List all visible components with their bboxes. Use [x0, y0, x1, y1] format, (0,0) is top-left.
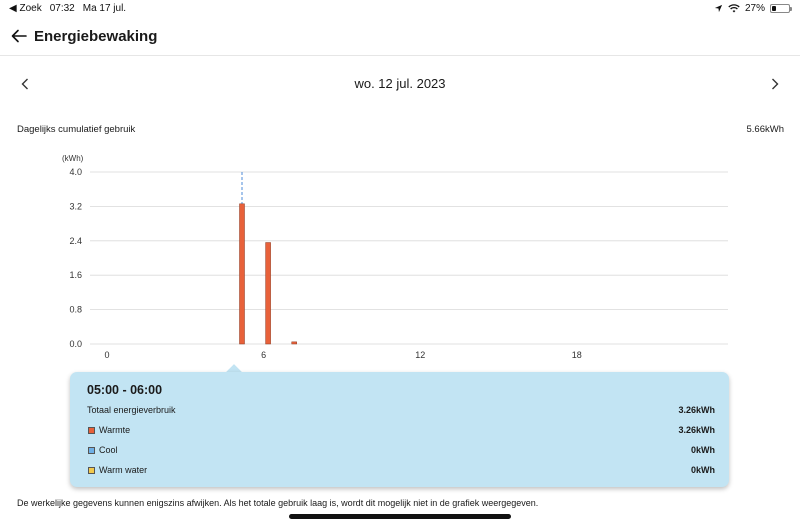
battery-percent: 27%: [744, 3, 765, 14]
y-tick-label: 0.8: [69, 305, 82, 315]
selected-date: wo. 12 jul. 2023: [354, 76, 446, 91]
chevron-right-icon[interactable]: [768, 76, 782, 92]
date-navigation: wo. 12 jul. 2023: [0, 74, 800, 94]
hour-detail-tooltip: 05:00 - 06:00 Totaal energieverbruik 3.2…: [70, 372, 729, 487]
x-tick-label: 12: [415, 350, 425, 360]
x-tick-label: 18: [572, 350, 582, 360]
tooltip-item-warmte: Warmte 3.26kWh: [87, 424, 715, 438]
cumulative-usage-label: Dagelijks cumulatief gebruik: [17, 124, 136, 135]
wifi-icon: [728, 4, 740, 13]
back-to-app-link[interactable]: ◀ Zoek: [9, 3, 42, 14]
status-time: 07:32: [49, 3, 75, 14]
home-indicator[interactable]: [289, 514, 511, 519]
page-title: Energiebewaking: [34, 28, 158, 45]
y-tick-label: 4.0: [69, 167, 82, 177]
status-bar: ◀ Zoek 07:32 Ma 17 jul. 27%: [0, 0, 800, 18]
warm-water-swatch: [88, 467, 95, 474]
energy-bar-chart[interactable]: (kWh) 0.0 0.8 1.6 2.4 3.2 4.0 0 6 12 18: [0, 150, 800, 370]
tooltip-item-value: 3.26kWh: [678, 425, 715, 435]
tooltip-total-value: 3.26kWh: [678, 405, 715, 415]
tooltip-item-cool: Cool 0kWh: [87, 444, 715, 458]
tooltip-item-warm-water: Warm water 0kWh: [87, 464, 715, 478]
tooltip-item-value: 0kWh: [690, 465, 715, 475]
cool-swatch: [88, 447, 95, 454]
battery-fill: [772, 6, 777, 11]
y-tick-label: 0.0: [69, 339, 82, 349]
bar-hour-7[interactable]: [291, 341, 297, 345]
location-icon: [714, 4, 723, 13]
tooltip-item-label: Cool: [99, 445, 118, 455]
bar-hour-6[interactable]: [265, 242, 271, 345]
tooltip-total-row: Totaal energieverbruik 3.26kWh: [87, 404, 715, 418]
tooltip-item-value: 0kWh: [690, 445, 715, 455]
x-axis-ticks: 0 6 12 18: [104, 350, 581, 360]
cumulative-usage-value: 5.66kWh: [746, 124, 785, 135]
warmte-swatch: [88, 427, 95, 434]
bar-hour-5[interactable]: [239, 203, 245, 345]
battery-icon: [770, 4, 792, 13]
chart-grid: [90, 171, 728, 345]
chevron-left-icon[interactable]: [18, 76, 32, 92]
tooltip-item-label: Warmte: [99, 425, 131, 435]
tooltip-time-range: 05:00 - 06:00: [87, 383, 163, 397]
y-tick-label: 3.2: [69, 201, 82, 211]
page-header: Energiebewaking: [0, 24, 800, 56]
tooltip-total-label: Totaal energieverbruik: [87, 405, 176, 415]
disclaimer-text: De werkelijke gegevens kunnen enigszins …: [17, 498, 539, 508]
status-date: Ma 17 jul.: [82, 3, 127, 14]
y-tick-label: 2.4: [69, 236, 82, 246]
back-arrow-icon[interactable]: [10, 27, 28, 45]
x-tick-label: 0: [104, 350, 109, 360]
y-axis-unit-label: (kWh): [62, 154, 84, 163]
y-axis-ticks: 0.0 0.8 1.6 2.4 3.2 4.0: [69, 167, 82, 349]
y-tick-label: 1.6: [69, 270, 82, 280]
tooltip-item-label: Warm water: [99, 465, 148, 475]
x-tick-label: 6: [261, 350, 266, 360]
chart-bars[interactable]: [239, 203, 297, 345]
